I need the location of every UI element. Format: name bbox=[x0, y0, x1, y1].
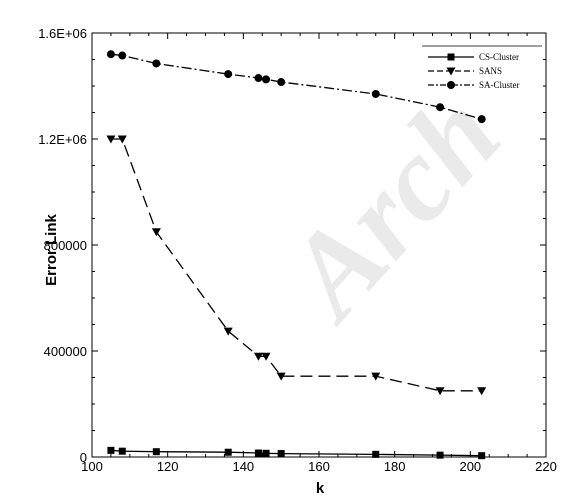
data-point-cs-cluster bbox=[254, 449, 262, 457]
legend-label-sa-cluster: SA-Cluster bbox=[479, 80, 520, 90]
data-point-cs-cluster bbox=[107, 446, 115, 454]
plot-area bbox=[106, 50, 487, 460]
y-tick-label: 1.6E+06 bbox=[38, 26, 87, 41]
series-line-sans bbox=[110, 138, 482, 392]
x-tick-label: 180 bbox=[384, 459, 406, 474]
data-point-sa-cluster bbox=[224, 70, 233, 79]
data-point-sa-cluster bbox=[118, 51, 127, 60]
legend-marker-sans bbox=[446, 67, 456, 76]
x-tick-label: 160 bbox=[308, 459, 330, 474]
data-point-sans bbox=[151, 228, 161, 237]
data-point-sa-cluster bbox=[254, 74, 263, 83]
data-point-sa-cluster bbox=[106, 50, 115, 59]
axis-ticks: 100 120 140 160 180 200 220 0 400000 800000 1.2E+0… bbox=[38, 26, 557, 474]
data-point-cs-cluster bbox=[118, 447, 126, 455]
data-point-cs-cluster bbox=[478, 452, 486, 460]
x-tick-label: 200 bbox=[459, 459, 481, 474]
legend-marker-sa-cluster bbox=[447, 81, 455, 89]
data-point-cs-cluster bbox=[152, 448, 160, 456]
data-point-sans bbox=[261, 352, 271, 361]
x-tick-label: 100 bbox=[81, 459, 103, 474]
data-point-sa-cluster bbox=[436, 103, 445, 112]
x-axis-title: k bbox=[316, 480, 325, 497]
data-point-cs-cluster bbox=[436, 451, 444, 459]
legend-box bbox=[422, 46, 542, 94]
data-point-sans bbox=[106, 135, 116, 144]
data-point-sa-cluster bbox=[477, 115, 486, 124]
data-point-sa-cluster bbox=[277, 78, 286, 87]
series-line-cs-cluster bbox=[110, 449, 482, 457]
data-point-sa-cluster bbox=[152, 59, 161, 68]
legend-label-sans: SANS bbox=[479, 66, 502, 76]
data-point-sans bbox=[435, 387, 445, 396]
data-point-sans bbox=[276, 372, 286, 381]
legend-marker-cs-cluster bbox=[447, 53, 455, 61]
data-point-sans bbox=[253, 352, 263, 361]
data-point-sans bbox=[477, 387, 487, 396]
x-tick-label: 220 bbox=[535, 459, 557, 474]
y-tick-label: 1.2E+06 bbox=[38, 132, 87, 147]
y-axis-title: Error Link bbox=[43, 214, 60, 286]
data-point-sans bbox=[371, 372, 381, 381]
y-tick-label: 400000 bbox=[44, 344, 87, 359]
data-point-cs-cluster bbox=[262, 449, 270, 457]
data-point-cs-cluster bbox=[277, 450, 285, 458]
data-point-cs-cluster bbox=[224, 448, 232, 456]
data-point-sans bbox=[117, 135, 127, 144]
y-tick-label: 800000 bbox=[44, 238, 87, 253]
x-tick-label: 120 bbox=[157, 459, 179, 474]
data-point-sa-cluster bbox=[371, 89, 380, 98]
data-point-sa-cluster bbox=[262, 75, 271, 84]
legend-label-cs-cluster: CS-Cluster bbox=[479, 52, 519, 62]
y-tick-label: 0 bbox=[80, 450, 87, 465]
x-tick-label: 140 bbox=[232, 459, 254, 474]
data-point-sans bbox=[223, 327, 233, 336]
chart-legend: CS-Cluster SANS SA-Cluster bbox=[422, 45, 542, 94]
